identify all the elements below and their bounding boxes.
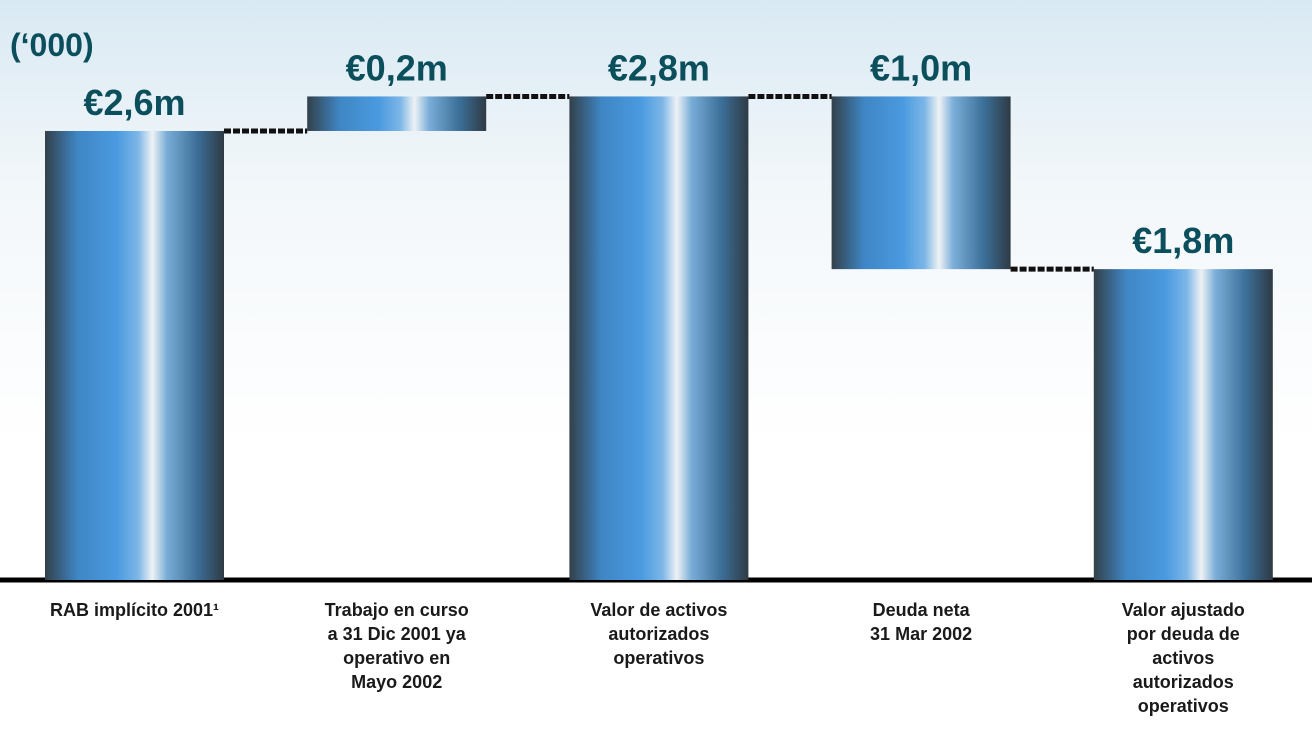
value-label: €2,6m	[83, 82, 185, 123]
x-tick-label-line: operativo en	[343, 648, 450, 668]
x-tick-label-line: RAB implícito 2001¹	[50, 600, 219, 620]
bar	[569, 96, 749, 580]
x-tick-label-line: a 31 Dic 2001 ya	[328, 624, 467, 644]
x-tick-label: Valor de activos autorizados operativos	[590, 600, 727, 668]
x-tick-label: Trabajo en curso a 31 Dic 2001 ya operativ…	[325, 600, 469, 692]
x-tick-label-line: Valor de activos	[590, 600, 727, 620]
x-tick-label-line: activos	[1152, 648, 1214, 668]
value-label: €2,8m	[608, 47, 710, 88]
value-label: €0,2m	[346, 47, 448, 88]
bar	[307, 96, 487, 131]
x-tick-label: RAB implícito 2001¹	[50, 600, 219, 620]
bar	[1093, 269, 1273, 580]
x-tick-label-line: 31 Mar 2002	[870, 624, 972, 644]
x-tick-label: Deuda neta 31 Mar 2002	[870, 600, 972, 644]
x-tick-label-line: Valor ajustado	[1122, 600, 1245, 620]
value-label: €1,0m	[870, 47, 972, 88]
x-tick-label-line: autorizados	[608, 624, 709, 644]
x-tick-label-line: Mayo 2002	[351, 672, 442, 692]
x-tick-label-line: Trabajo en curso	[325, 600, 469, 620]
value-label: €1,8m	[1132, 220, 1234, 261]
x-tick-label-line: operativos	[613, 648, 704, 668]
unit-label: (‘000)	[10, 27, 94, 63]
bar	[831, 96, 1011, 270]
bar	[45, 130, 224, 581]
x-tick-label-line: Deuda neta	[873, 600, 971, 620]
x-tick-label-line: operativos	[1138, 696, 1229, 716]
x-tick-label-line: por deuda de	[1127, 624, 1240, 644]
x-tick-label-line: autorizados	[1133, 672, 1234, 692]
x-tick-label: Valor ajustado por deuda de activos autoriz…	[1122, 600, 1245, 716]
